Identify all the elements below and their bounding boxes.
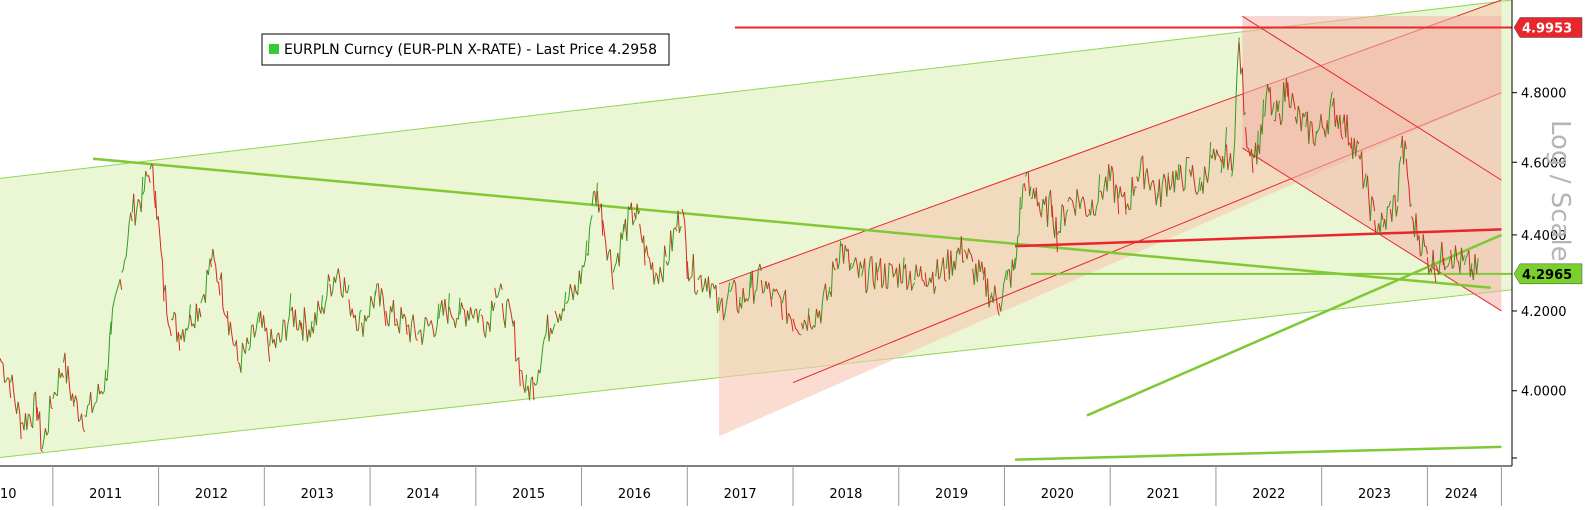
green-bottom-trend-line — [1015, 447, 1501, 460]
x-tick-label: 2010 — [0, 487, 17, 502]
x-tick-label: 2020 — [1041, 487, 1074, 502]
price-tag-label: 4.9953 — [1522, 21, 1572, 36]
price-segment — [1020, 208, 1021, 209]
x-tick-label: 2023 — [1358, 487, 1391, 502]
legend-swatch — [269, 44, 279, 54]
x-tick-label: 2012 — [195, 487, 228, 502]
channel-overlays — [0, 0, 1512, 457]
price-segment — [88, 405, 90, 406]
y-tick-label: 4.2000 — [1521, 305, 1567, 320]
price-tag-label: 4.2965 — [1522, 268, 1572, 283]
x-tick-label: 2014 — [406, 487, 439, 502]
price-segment — [51, 408, 53, 409]
x-tick-label: 2013 — [301, 487, 334, 502]
price-segment — [1100, 191, 1102, 192]
x-tick-label: 2017 — [724, 487, 757, 502]
y-tick-label: 4.8000 — [1521, 87, 1567, 102]
x-tick-label: 2022 — [1252, 487, 1285, 502]
legend: EURPLN Curncy (EUR-PLN X-RATE) - Last Pr… — [262, 34, 669, 65]
x-tick-label: 2021 — [1147, 487, 1180, 502]
y-axis-side-label: Log / Scale — [1545, 120, 1575, 262]
x-tick-label: 2019 — [935, 487, 968, 502]
y-tick-label: 4.0000 — [1521, 385, 1567, 400]
x-tick-label: 2024 — [1445, 487, 1478, 502]
x-tick-label: 2018 — [829, 487, 862, 502]
price-segment — [357, 330, 359, 331]
x-tick-label: 2016 — [618, 487, 651, 502]
price-segment — [891, 265, 892, 266]
x-tick-label: 2011 — [89, 487, 122, 502]
legend-label: EURPLN Curncy (EUR-PLN X-RATE) - Last Pr… — [284, 42, 657, 58]
x-tick-label: 2015 — [512, 487, 545, 502]
